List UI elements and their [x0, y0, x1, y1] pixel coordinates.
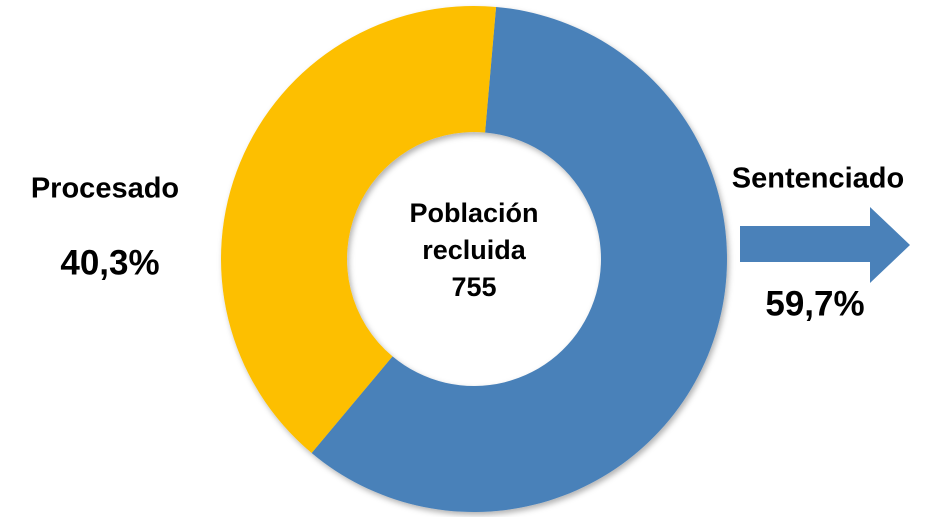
value-label: 40,3% [60, 243, 159, 282]
category-label: Procesado [31, 173, 179, 205]
center-value: 755 [451, 272, 497, 302]
center-label: Población recluida 755 [394, 195, 554, 306]
category-label: Sentenciado [732, 163, 904, 195]
slices [220, 6, 727, 513]
value-label: 59,7% [765, 284, 864, 323]
arrow [740, 207, 910, 283]
slice [220, 6, 497, 454]
center-title: Población recluida [409, 198, 539, 265]
slice [311, 6, 727, 513]
